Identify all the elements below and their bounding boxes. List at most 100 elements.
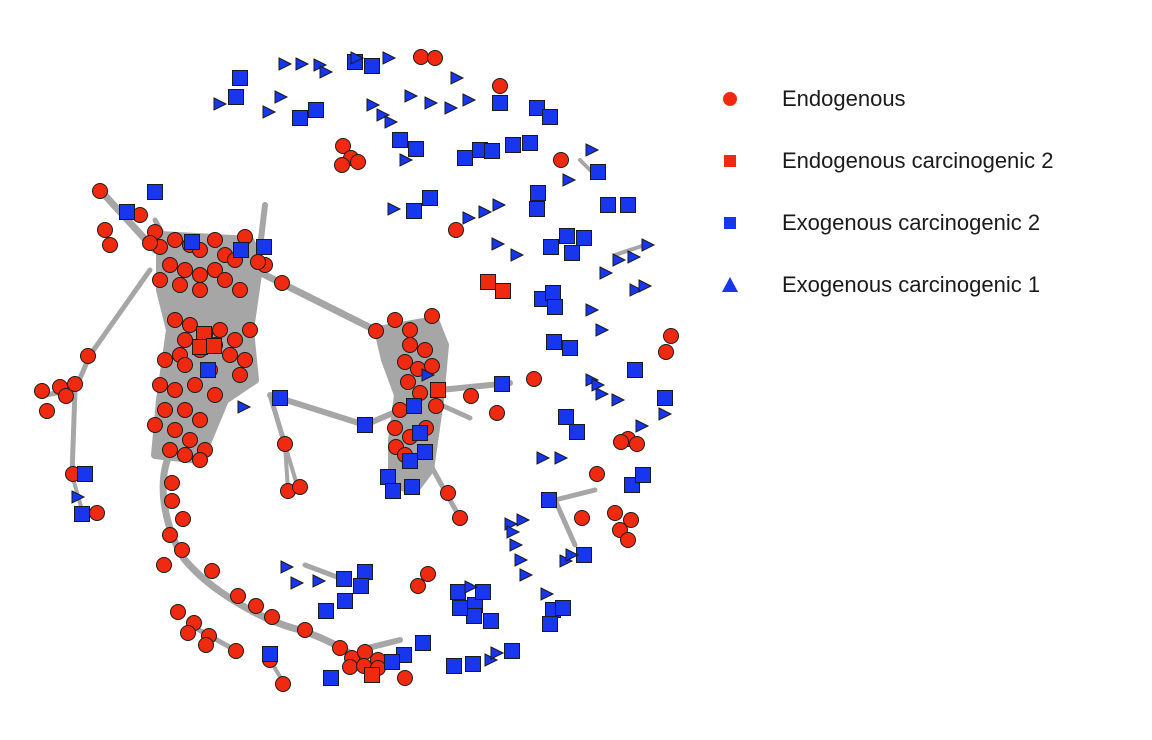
endogenous-node xyxy=(227,332,243,348)
exogenous-carcinogenic-2-node xyxy=(232,70,248,86)
exogenous-carcinogenic-2-node xyxy=(318,603,334,619)
endogenous-node xyxy=(452,510,468,526)
endogenous-node xyxy=(89,505,105,521)
endogenous-node xyxy=(162,527,178,543)
endogenous-node xyxy=(97,222,113,238)
exogenous-carcinogenic-2-node xyxy=(233,242,249,258)
endogenous-node xyxy=(207,232,223,248)
exogenous-carcinogenic-1-node xyxy=(595,387,610,401)
legend: Endogenous Endogenous carcinogenic 2 Exo… xyxy=(718,68,1054,316)
exogenous-carcinogenic-2-node xyxy=(404,479,420,495)
exogenous-carcinogenic-1-node xyxy=(562,173,577,187)
exogenous-carcinogenic-2-node xyxy=(228,89,244,105)
endogenous-node xyxy=(242,322,258,338)
exogenous-carcinogenic-2-node xyxy=(545,285,561,301)
endogenous-node xyxy=(228,643,244,659)
exogenous-carcinogenic-1-node xyxy=(290,576,305,590)
endogenous-node xyxy=(392,402,408,418)
edge xyxy=(613,243,647,257)
exogenous-carcinogenic-1-node xyxy=(641,238,656,252)
legend-label: Exogenous carcinogenic 1 xyxy=(782,272,1041,297)
exogenous-carcinogenic-1-node xyxy=(492,198,507,212)
exogenous-carcinogenic-1-node xyxy=(213,97,228,111)
legend-item-exogenous-carcinogenic-2: Exogenous carcinogenic 2 xyxy=(718,192,1054,254)
legend-label: Endogenous xyxy=(782,86,906,111)
exogenous-carcinogenic-2-node xyxy=(657,390,673,406)
exogenous-carcinogenic-2-node xyxy=(406,398,422,414)
endogenous-node xyxy=(152,377,168,393)
exogenous-carcinogenic-2-node xyxy=(555,600,571,616)
exogenous-carcinogenic-2-node xyxy=(402,453,418,469)
exogenous-carcinogenic-2-node xyxy=(562,340,578,356)
exogenous-carcinogenic-2-node xyxy=(620,197,636,213)
endogenous-carcinogenic-2-node xyxy=(430,382,446,398)
exogenous-carcinogenic-2-node xyxy=(483,613,499,629)
exogenous-carcinogenic-2-node xyxy=(475,584,491,600)
legend-item-endogenous-carcinogenic-2: Endogenous carcinogenic 2 xyxy=(718,130,1054,192)
exogenous-carcinogenic-2-node xyxy=(77,466,93,482)
exogenous-carcinogenic-1-node xyxy=(638,279,653,293)
endogenous-node xyxy=(387,420,403,436)
exogenous-carcinogenic-1-node xyxy=(464,580,479,594)
exogenous-carcinogenic-1-node xyxy=(536,451,551,465)
legend-item-endogenous: Endogenous xyxy=(718,68,1054,130)
endogenous-node xyxy=(440,485,456,501)
endogenous-node xyxy=(417,342,433,358)
exogenous-carcinogenic-2-node xyxy=(380,469,396,485)
exogenous-carcinogenic-2-node xyxy=(564,245,580,261)
exogenous-carcinogenic-2-node xyxy=(559,228,575,244)
exogenous-carcinogenic-2-node xyxy=(272,390,288,406)
exogenous-carcinogenic-1-node xyxy=(658,407,673,421)
exogenous-carcinogenic-1-node xyxy=(627,250,642,264)
edge xyxy=(422,452,463,521)
exogenous-carcinogenic-2-node xyxy=(600,197,616,213)
endogenous-node xyxy=(292,479,308,495)
endogenous-node xyxy=(589,466,605,482)
exogenous-carcinogenic-1-node xyxy=(350,51,365,65)
endogenous-node xyxy=(182,432,198,448)
endogenous-node xyxy=(629,436,645,452)
exogenous-carcinogenic-1-node xyxy=(444,101,459,115)
endogenous-node xyxy=(217,272,233,288)
exogenous-carcinogenic-2-node xyxy=(256,239,272,255)
endogenous-node xyxy=(162,442,178,458)
exogenous-carcinogenic-1-node xyxy=(278,57,293,71)
exogenous-carcinogenic-1-node xyxy=(366,98,381,112)
exogenous-carcinogenic-1-node xyxy=(595,323,610,337)
endogenous-node xyxy=(230,588,246,604)
exogenous-carcinogenic-2-node xyxy=(292,110,308,126)
endogenous-node xyxy=(147,417,163,433)
endogenous-node xyxy=(492,78,508,94)
endogenous-node xyxy=(332,640,348,656)
exogenous-carcinogenic-2-node xyxy=(406,203,422,219)
exogenous-carcinogenic-1-node xyxy=(319,65,334,79)
node-layer xyxy=(34,49,679,692)
exogenous-carcinogenic-1-node xyxy=(421,368,436,382)
exogenous-carcinogenic-1-node xyxy=(384,115,399,129)
endogenous-node xyxy=(250,254,266,270)
endogenous-node xyxy=(102,237,118,253)
edge xyxy=(552,487,598,503)
endogenous-node xyxy=(275,676,291,692)
exogenous-carcinogenic-2-node xyxy=(446,658,462,674)
legend-label: Endogenous carcinogenic 2 xyxy=(782,148,1054,173)
legend-item-exogenous-carcinogenic-1: Exogenous carcinogenic 1 xyxy=(718,254,1054,316)
exogenous-carcinogenic-2-node xyxy=(529,100,545,116)
endogenous-node xyxy=(167,422,183,438)
endogenous-node xyxy=(357,644,373,660)
edge xyxy=(283,443,290,492)
exogenous-carcinogenic-1-node xyxy=(491,237,506,251)
endogenous-node xyxy=(192,267,208,283)
exogenous-carcinogenic-2-node xyxy=(522,135,538,151)
exogenous-carcinogenic-2-node xyxy=(494,376,510,392)
exogenous-carcinogenic-1-node xyxy=(237,400,252,414)
endogenous-node xyxy=(402,337,418,353)
endogenous-node xyxy=(274,275,290,291)
endogenous-node xyxy=(34,383,50,399)
endogenous-node xyxy=(402,322,418,338)
endogenous-node xyxy=(526,371,542,387)
endogenous-node xyxy=(297,622,313,638)
endogenous-node xyxy=(424,308,440,324)
endogenous-node xyxy=(157,352,173,368)
edge xyxy=(69,387,78,478)
